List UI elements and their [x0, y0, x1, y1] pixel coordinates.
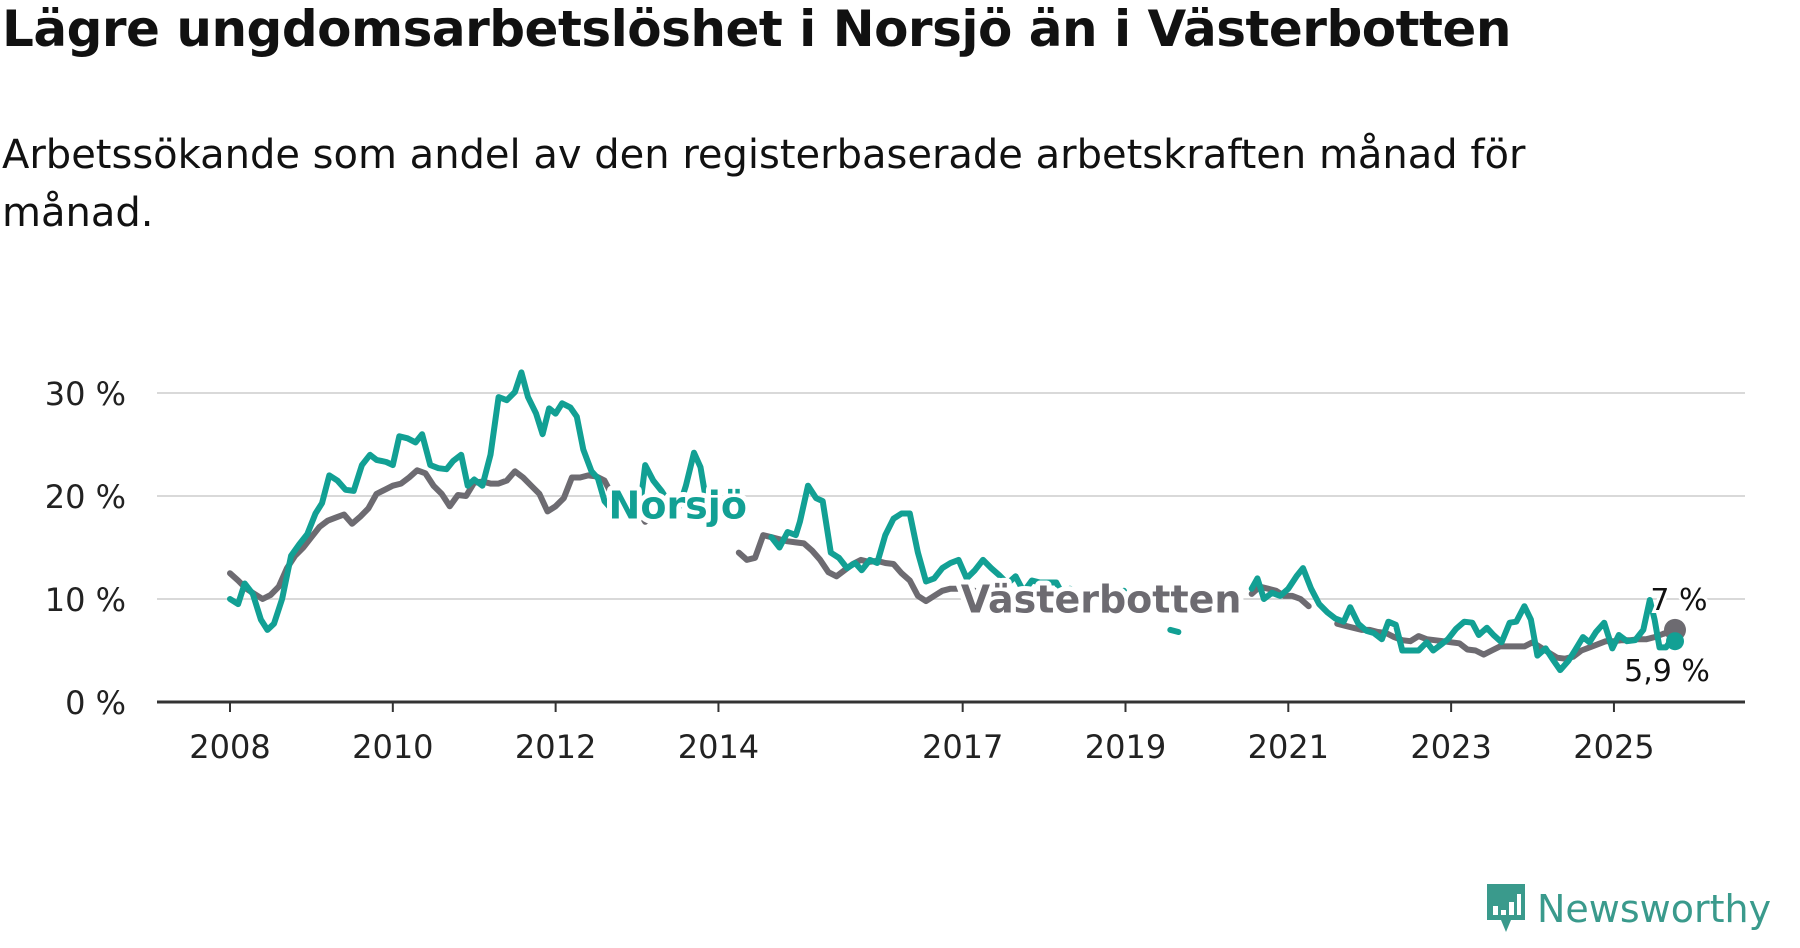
- y-tick-label: 10 %: [45, 581, 126, 619]
- series-line-norsjo: [1120, 587, 1133, 605]
- y-tick-label: 20 %: [45, 478, 126, 516]
- series-line-norsjo: [768, 482, 1074, 601]
- brand-name: Newsworthy: [1537, 887, 1772, 931]
- bar-chart-icon: [1487, 884, 1525, 932]
- series-line-norsjo: [1167, 626, 1182, 635]
- x-tick-label: 2017: [922, 728, 1003, 766]
- series-label-vasterbotten: Västerbotten: [961, 577, 1242, 621]
- series-label-norsjo: Norsjö: [609, 484, 747, 528]
- chart-subtitle: Arbetssökande som andel av den registerb…: [2, 132, 1526, 236]
- newsworthy-logo: Newsworthy: [1483, 880, 1771, 938]
- chart-title: Lägre ungdomsarbetslöshet i Norsjö än i …: [2, 0, 1511, 58]
- series-line-vasterbotten: [735, 532, 1052, 617]
- series-line-vasterbotten: [227, 467, 681, 602]
- y-tick-label: 0 %: [65, 684, 126, 722]
- x-tick-label: 2019: [1085, 728, 1166, 766]
- x-tick-label: 2025: [1573, 728, 1654, 766]
- x-tick-label: 2023: [1410, 728, 1491, 766]
- end-label-vasterbotten: 7 %: [1650, 583, 1707, 618]
- series-line-norsjo: [227, 369, 681, 633]
- x-tick-label: 2021: [1248, 728, 1329, 766]
- x-tick-label: 2014: [678, 728, 759, 766]
- y-tick-label: 30 %: [45, 375, 126, 413]
- x-tick-label: 2008: [189, 728, 270, 766]
- end-point-norsjo: [1666, 632, 1684, 651]
- end-label-norsjo: 5,9 %: [1624, 654, 1710, 689]
- series-line-norsjo: [676, 449, 718, 525]
- series-line-norsjo: [1248, 565, 1678, 674]
- x-tick-label: 2010: [352, 728, 433, 766]
- x-tick-label: 2012: [515, 728, 596, 766]
